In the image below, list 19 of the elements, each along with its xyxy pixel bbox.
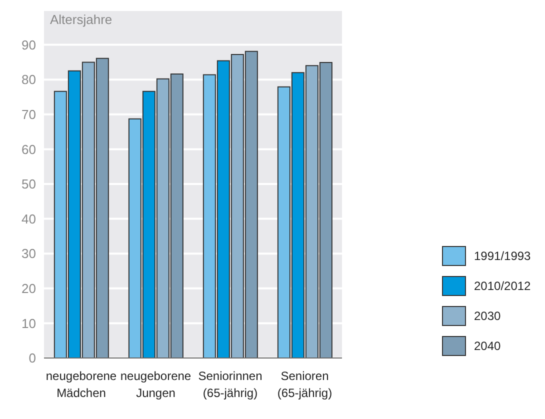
legend-label: 2030 (474, 309, 501, 323)
x-tick-label: neugeborene Jungen (120, 369, 192, 400)
x-tick-label: Seniorinnen (65-jährig) (198, 369, 262, 400)
y-tick-label: 20 (22, 281, 36, 296)
y-tick-label: 40 (22, 211, 36, 226)
y-tick-label: 70 (22, 107, 36, 122)
y-tick-label: 30 (22, 246, 36, 262)
y-tick-label: 0 (28, 350, 36, 366)
y-axis-title: Altersjahre (50, 12, 112, 27)
legend-label: 1991/1993 (474, 249, 531, 263)
x-tick-label: neugeborene Mädchen (46, 369, 117, 400)
y-tick-label: 80 (22, 72, 36, 88)
y-tick-label: 10 (22, 316, 36, 331)
y-tick-label: 60 (22, 142, 36, 157)
x-tick-label: Senioren (65-jährig) (277, 369, 332, 400)
legend-label: 2040 (474, 339, 501, 353)
y-tick-label: 90 (22, 37, 36, 52)
legend-label: 2010/2012 (474, 279, 531, 293)
y-tick-label: 50 (22, 176, 36, 192)
